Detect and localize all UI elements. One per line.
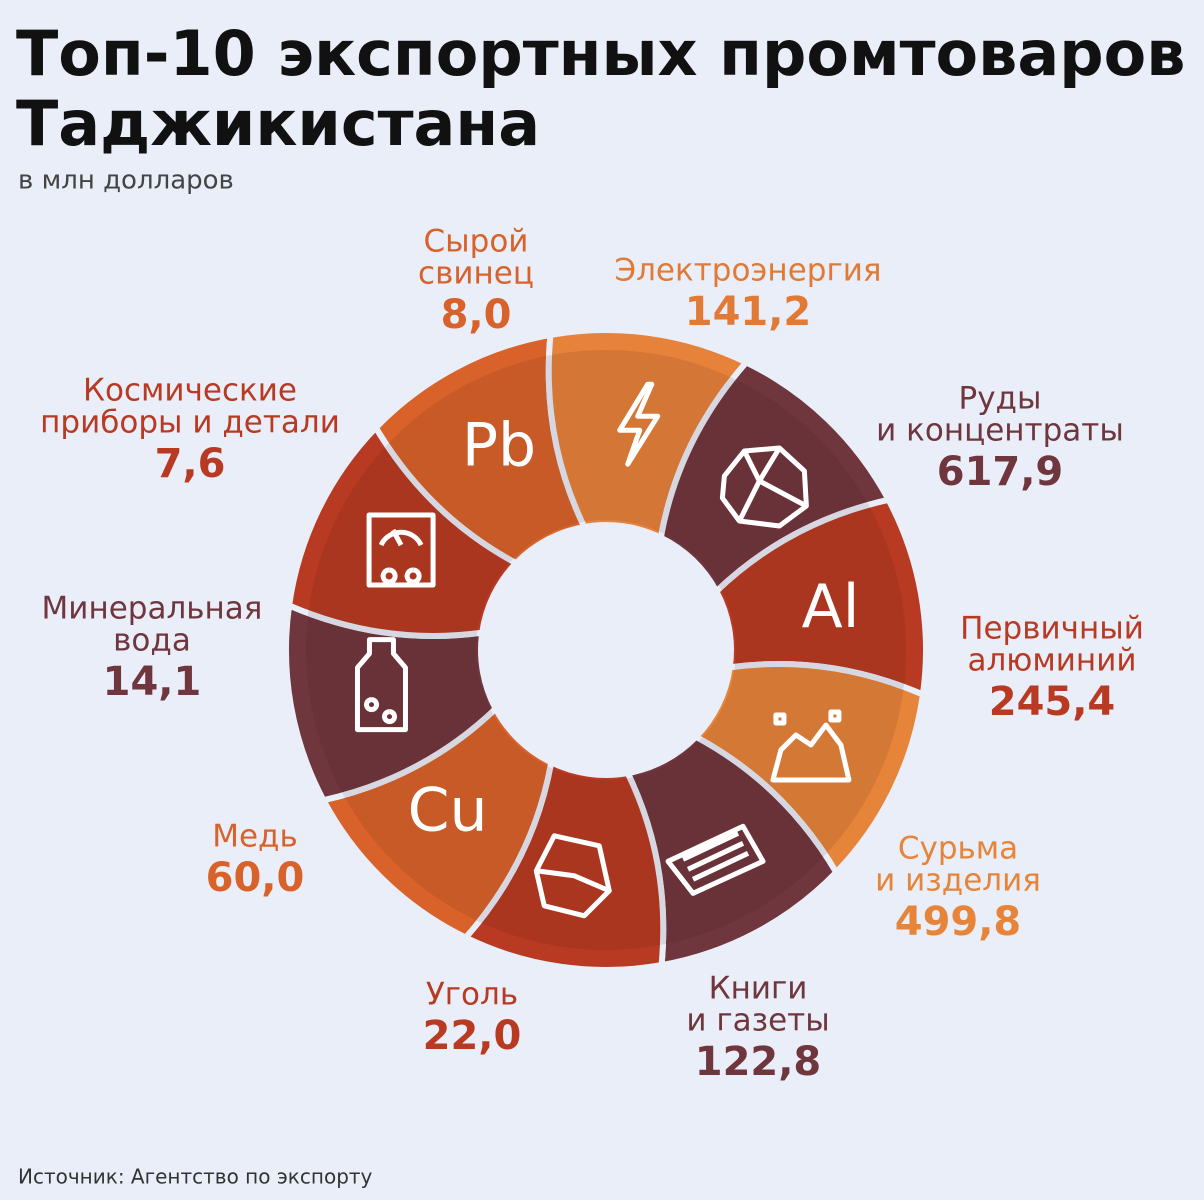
item-name: Уголь: [426, 977, 518, 1013]
item-name: Первичный: [960, 611, 1144, 647]
item-name: приборы и детали: [40, 405, 340, 441]
item-name: Космические: [83, 373, 297, 409]
item-value: 60,0: [206, 855, 305, 901]
item-value: 14,1: [103, 659, 202, 705]
subtitle: в млн долларов: [18, 166, 234, 196]
element-symbol: Pb: [462, 410, 536, 480]
item-name: Сурьма: [898, 831, 1018, 867]
element-symbol: Al: [802, 572, 860, 642]
icon: [533, 833, 612, 919]
icon: [719, 445, 809, 529]
item-value: 141,2: [685, 289, 812, 335]
item-value: 7,6: [155, 441, 226, 487]
hole: [481, 525, 731, 775]
item-name: Сырой: [424, 224, 529, 260]
item-name: свинец: [418, 256, 534, 292]
item-name: Книги: [709, 971, 808, 1007]
icon: [665, 823, 766, 896]
icon: [354, 637, 408, 733]
title-line: Топ-10 экспортных промтоваров: [16, 17, 1185, 90]
icon: [617, 381, 661, 467]
element-symbol: Cu: [408, 776, 488, 846]
item-name: и концентраты: [876, 413, 1124, 449]
item-name: и газеты: [686, 1003, 829, 1039]
item-value: 22,0: [423, 1013, 522, 1059]
item-value: 617,9: [937, 449, 1064, 495]
item-name: Медь: [212, 819, 298, 855]
icon: [366, 512, 436, 588]
source: Источник: Агентство по экспорту: [18, 1165, 373, 1189]
item-name: вода: [113, 623, 191, 659]
item-value: 8,0: [441, 292, 512, 338]
item-name: алюминий: [967, 643, 1136, 679]
item-name: Электроэнергия: [614, 253, 881, 289]
icon: [770, 709, 852, 783]
item-value: 245,4: [989, 679, 1116, 725]
title-line: Таджикистана: [16, 87, 540, 160]
item-value: 122,8: [695, 1039, 822, 1085]
item-name: Минеральная: [42, 591, 263, 627]
item-name: Руды: [959, 381, 1042, 417]
item-value: 499,8: [895, 899, 1022, 945]
item-name: и изделия: [875, 863, 1041, 899]
